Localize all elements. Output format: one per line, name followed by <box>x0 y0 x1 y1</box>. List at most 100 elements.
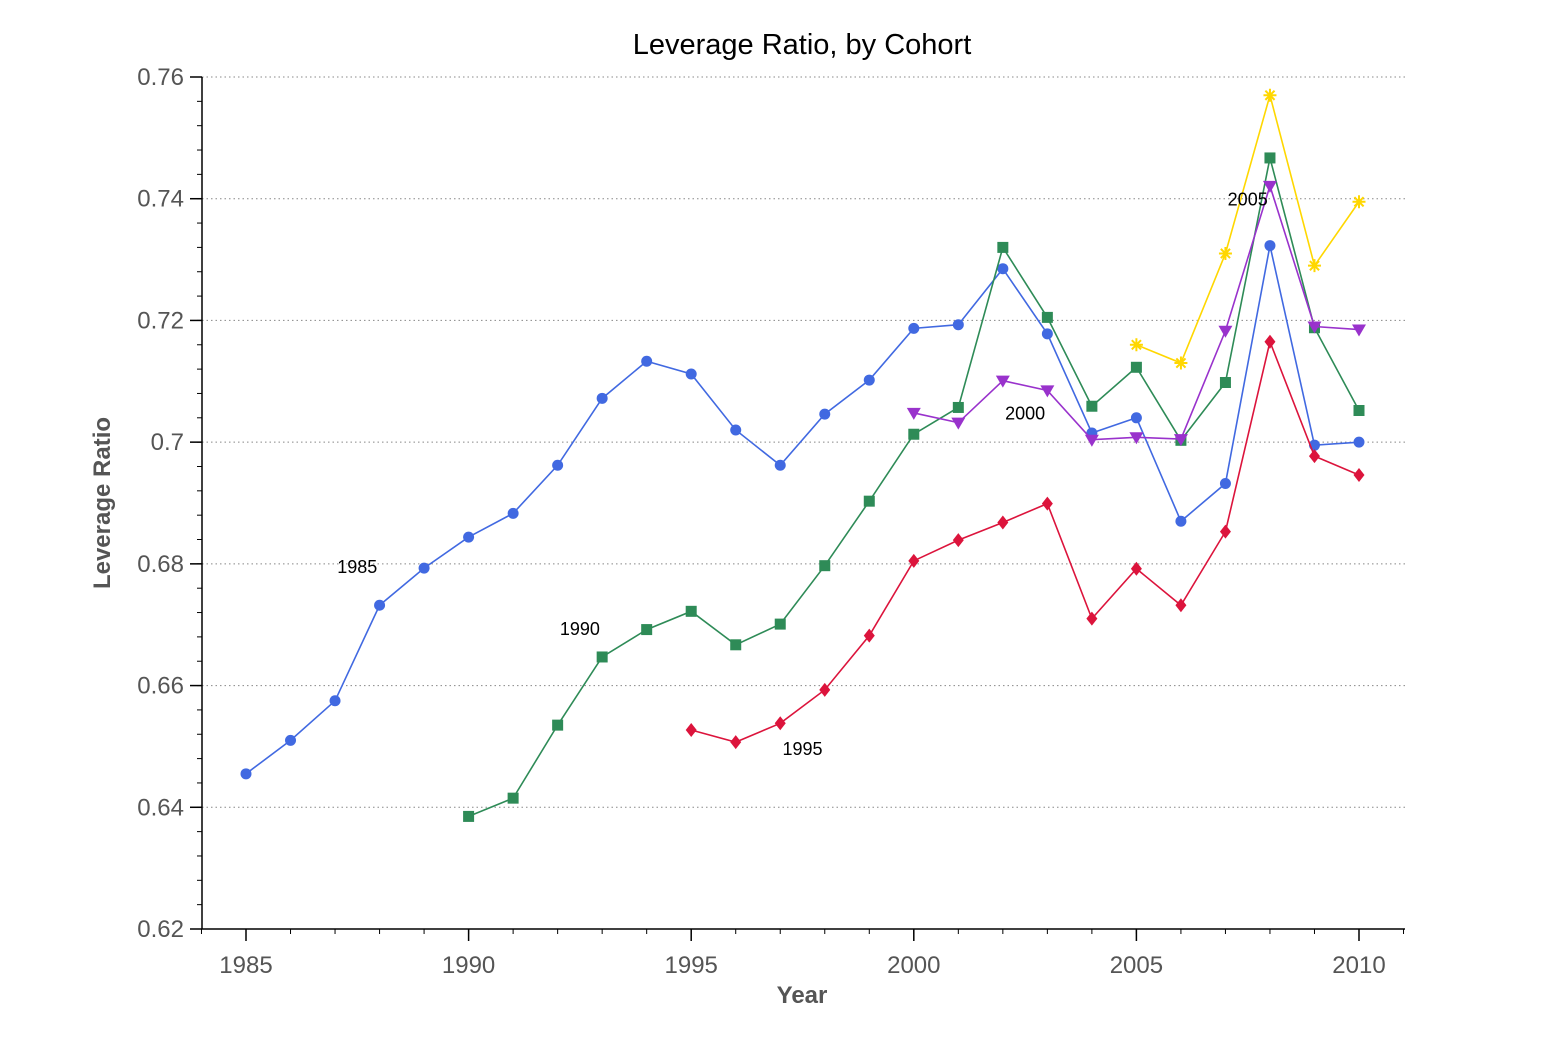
series-1995 <box>685 334 1365 750</box>
data-point <box>730 639 742 651</box>
data-point <box>463 531 475 543</box>
y-tick-label: 0.76 <box>137 64 184 91</box>
x-tick-label: 2005 <box>1110 952 1163 979</box>
data-point <box>1219 377 1231 389</box>
annotation-label: 2000 <box>1005 404 1045 424</box>
data-point <box>819 408 831 420</box>
data-point <box>1263 88 1277 102</box>
data-point <box>685 722 697 737</box>
data-point <box>685 368 697 380</box>
data-point <box>685 605 697 617</box>
data-point <box>1353 404 1365 416</box>
data-point <box>374 599 386 611</box>
y-tick-label: 0.72 <box>137 307 184 334</box>
data-point <box>1218 325 1233 338</box>
data-point <box>1040 385 1055 398</box>
x-tick-label: 1985 <box>219 952 272 979</box>
y-tick-label: 0.62 <box>137 916 184 943</box>
y-tick-label: 0.68 <box>137 551 184 578</box>
annotation-label: 2005 <box>1228 189 1268 209</box>
data-point <box>1084 434 1099 447</box>
data-point <box>285 734 297 746</box>
data-point <box>329 695 341 707</box>
data-point <box>240 768 252 780</box>
annotation-label: 1985 <box>337 557 377 577</box>
series-line-2000 <box>913 183 1360 441</box>
data-point <box>1308 449 1320 464</box>
series-2000 <box>906 180 1366 447</box>
x-tick-label: 2000 <box>887 952 940 979</box>
data-point <box>863 628 875 643</box>
data-point <box>1086 611 1098 626</box>
data-point <box>1307 321 1322 334</box>
y-tick-label: 0.74 <box>137 186 184 213</box>
data-point <box>552 719 564 731</box>
data-point <box>774 618 786 630</box>
x-axis-label: Year <box>777 982 828 1009</box>
data-point <box>952 533 964 548</box>
data-point <box>1175 598 1187 613</box>
annotations: 1985 1990 1995 2000 2005 <box>337 189 1267 759</box>
data-point <box>997 241 1009 253</box>
axes <box>201 77 1405 930</box>
y-axis-ticks: 0.62 0.64 0.66 0.68 0.7 0.72 0.74 0.76 <box>137 64 202 943</box>
data-point <box>730 424 742 436</box>
data-point <box>819 560 831 572</box>
series-line-1995 <box>690 339 1360 744</box>
data-point <box>730 735 742 750</box>
y-tick-label: 0.7 <box>151 429 184 456</box>
series-2005 <box>1129 88 1366 370</box>
series-1985 <box>240 240 1365 780</box>
data-point <box>507 507 519 519</box>
data-point <box>952 319 964 331</box>
y-axis-label: Leverage Ratio <box>89 417 116 589</box>
chart-title: Leverage Ratio, by Cohort <box>633 29 972 61</box>
data-point <box>418 562 430 574</box>
data-point <box>1353 436 1365 448</box>
data-point <box>952 401 964 413</box>
data-point <box>819 682 831 697</box>
data-point <box>641 355 653 367</box>
data-point <box>1264 152 1276 164</box>
data-point <box>1130 561 1142 576</box>
y-tick-label: 0.66 <box>137 673 184 700</box>
data-point <box>552 459 564 471</box>
x-tick-label: 1995 <box>665 952 718 979</box>
data-point <box>863 495 875 507</box>
data-point <box>1264 240 1276 252</box>
data-point <box>1041 328 1053 340</box>
data-point <box>1264 334 1276 349</box>
data-point <box>1262 180 1277 193</box>
data-point <box>1041 311 1053 323</box>
annotation-label: 1995 <box>782 739 822 759</box>
data-point <box>507 792 519 804</box>
data-point <box>1130 361 1142 373</box>
data-point <box>1086 400 1098 412</box>
data-point <box>1129 338 1143 352</box>
x-tick-label: 1990 <box>442 952 495 979</box>
data-point <box>463 810 475 822</box>
data-point <box>863 374 875 386</box>
data-point <box>1041 496 1053 511</box>
y-tick-label: 0.64 <box>137 794 184 821</box>
data-point <box>1352 324 1366 337</box>
data-point <box>1219 478 1231 490</box>
data-point <box>997 263 1009 275</box>
data-point <box>774 459 786 471</box>
data-point <box>596 651 608 663</box>
data-point <box>1173 434 1188 447</box>
data-point <box>1307 259 1321 273</box>
x-axis-ticks: 1985 1990 1995 2000 2005 2010 <box>200 929 1405 979</box>
data-point <box>1219 524 1231 539</box>
series-line-1985 <box>245 245 1360 775</box>
data-point <box>997 515 1009 530</box>
data-point <box>1352 195 1366 209</box>
data-point <box>995 375 1010 388</box>
data-point <box>908 428 920 440</box>
x-tick-label: 2010 <box>1332 952 1385 979</box>
data-point <box>1353 468 1365 483</box>
data-point <box>1174 356 1188 370</box>
data-point <box>774 716 786 731</box>
data-point <box>1175 515 1187 527</box>
